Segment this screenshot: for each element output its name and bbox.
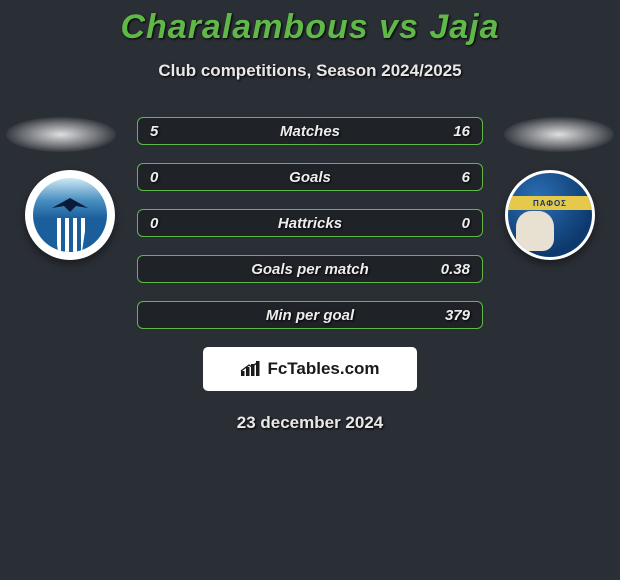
stat-label: Hattricks bbox=[138, 215, 482, 232]
attribution-box: FcTables.com bbox=[203, 347, 417, 391]
stat-label: Goals per match bbox=[138, 261, 482, 278]
comparison-subtitle: Club competitions, Season 2024/2025 bbox=[0, 61, 620, 81]
stat-value-right: 0.38 bbox=[441, 261, 470, 278]
spotlight-right bbox=[504, 117, 614, 152]
stat-value-right: 16 bbox=[453, 123, 470, 140]
team-badge-right: ΠΑΦΟΣ bbox=[505, 170, 595, 260]
comparison-content: ΠΑΦΟΣ 5Matches160Goals60Hattricks0Goals … bbox=[0, 117, 620, 433]
spotlight-left bbox=[6, 117, 116, 152]
pafos-crest: ΠΑΦΟΣ bbox=[508, 173, 592, 257]
team-badge-left bbox=[25, 170, 115, 260]
stat-value-left: 5 bbox=[150, 123, 158, 140]
stat-bar: 5Matches16 bbox=[137, 117, 483, 145]
stat-bar: 0Hattricks0 bbox=[137, 209, 483, 237]
stat-bar: Goals per match0.38 bbox=[137, 255, 483, 283]
stat-label: Goals bbox=[138, 169, 482, 186]
stat-bar: Min per goal379 bbox=[137, 301, 483, 329]
face-silhouette-icon bbox=[516, 211, 554, 251]
stat-value-right: 379 bbox=[445, 307, 470, 324]
stat-value-right: 6 bbox=[462, 169, 470, 186]
pafos-band-text: ΠΑΦΟΣ bbox=[508, 196, 592, 210]
anorthosis-crest bbox=[33, 178, 107, 252]
stat-value-right: 0 bbox=[462, 215, 470, 232]
comparison-date: 23 december 2024 bbox=[0, 413, 620, 433]
stat-bars: 5Matches160Goals60Hattricks0Goals per ma… bbox=[137, 117, 483, 329]
stat-label: Matches bbox=[138, 123, 482, 140]
attribution-text: FcTables.com bbox=[267, 359, 379, 379]
stat-bar: 0Goals6 bbox=[137, 163, 483, 191]
bar-chart-icon bbox=[240, 361, 260, 377]
stat-value-left: 0 bbox=[150, 215, 158, 232]
shield-stripes bbox=[53, 218, 87, 252]
stat-label: Min per goal bbox=[138, 307, 482, 324]
comparison-title: Charalambous vs Jaja bbox=[0, 0, 620, 47]
stat-value-left: 0 bbox=[150, 169, 158, 186]
eagle-icon bbox=[48, 196, 92, 214]
